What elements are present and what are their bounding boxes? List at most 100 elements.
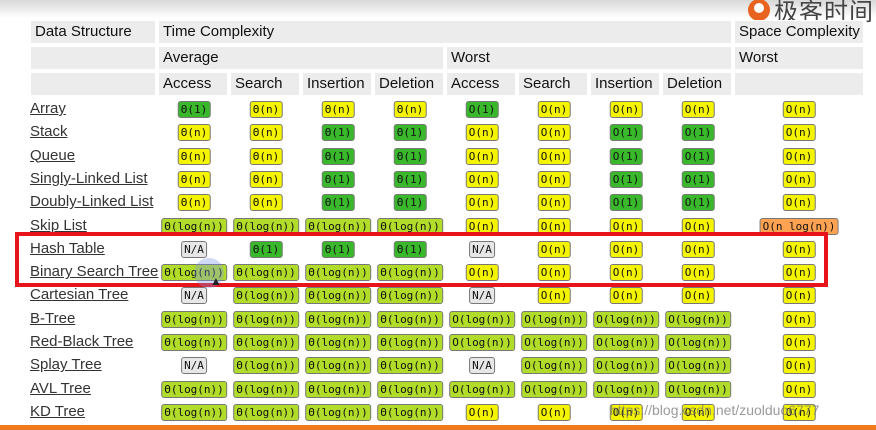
complexity-badge: O(log(n)) xyxy=(665,380,731,398)
complexity-badge: O(n) xyxy=(537,194,571,212)
complexity-badge: O(n) xyxy=(465,403,499,421)
row-name[interactable]: Red-Black Tree xyxy=(30,333,134,350)
complexity-badge: O(log(n)) xyxy=(449,310,515,328)
complexity-badge: O(n) xyxy=(681,264,715,282)
complexity-badge: Θ(log(n)) xyxy=(233,334,299,351)
complexity-badge: Θ(n) xyxy=(177,124,211,142)
complexity-badge: O(log(n)) xyxy=(593,380,659,398)
complexity-badge: Θ(1) xyxy=(321,170,355,188)
complexity-badge: O(n) xyxy=(681,403,715,421)
complexity-badge: Θ(log(n)) xyxy=(233,264,299,282)
complexity-badge: O(log(n)) xyxy=(593,334,659,351)
complexity-badge: O(1) xyxy=(681,194,715,212)
row-name[interactable]: Singly-Linked List xyxy=(30,169,148,187)
complexity-badge: O(1) xyxy=(681,170,715,188)
complexity-badge: Θ(1) xyxy=(393,240,427,258)
complexity-badge: O(n) xyxy=(609,403,643,421)
row-name[interactable]: Stack xyxy=(30,123,68,141)
complexity-badge: O(log(n)) xyxy=(521,334,587,351)
complexity-badge: Θ(n) xyxy=(177,170,211,188)
header-op: Insertion xyxy=(302,72,372,96)
complexity-badge: O(n) xyxy=(609,264,643,282)
complexity-badge: Θ(n) xyxy=(321,101,355,118)
complexity-badge: O(n) xyxy=(465,124,499,142)
complexity-badge: O(n) xyxy=(537,124,571,142)
row-name[interactable]: B-Tree xyxy=(30,309,76,327)
complexity-badge: Θ(n) xyxy=(249,170,283,188)
complexity-badge: Θ(log(n)) xyxy=(233,217,299,235)
complexity-badge: O(log(n)) xyxy=(593,310,659,328)
row-name[interactable]: Binary Search Tree xyxy=(30,263,159,281)
complexity-badge: Θ(1) xyxy=(393,147,427,165)
row-name[interactable]: Splay Tree xyxy=(30,356,102,374)
complexity-badge: O(n) xyxy=(782,264,816,282)
complexity-badge: O(n) xyxy=(465,194,499,212)
complexity-badge: O(n) xyxy=(465,170,499,188)
complexity-badge: Θ(1) xyxy=(321,194,355,212)
row-name[interactable]: Skip List xyxy=(30,216,87,234)
header-op: Access xyxy=(446,72,516,96)
complexity-badge: Θ(log(n)) xyxy=(305,310,371,328)
header-space-worst: Worst xyxy=(734,46,864,70)
complexity-badge: Θ(n) xyxy=(249,124,283,142)
complexity-badge: O(log(n)) xyxy=(665,357,731,375)
complexity-badge: O(n) xyxy=(609,240,643,258)
complexity-badge: Θ(log(n)) xyxy=(161,264,227,282)
complexity-badge: O(n) xyxy=(782,380,816,398)
complexity-badge: N/A xyxy=(181,240,207,258)
header-op: Insertion xyxy=(590,72,660,96)
complexity-badge: O(1) xyxy=(681,124,715,142)
complexity-badge: Θ(log(n)) xyxy=(161,334,227,351)
complexity-badge: O(1) xyxy=(609,170,643,188)
row-name[interactable]: Queue xyxy=(30,146,76,164)
complexity-badge: Θ(log(n)) xyxy=(377,403,443,421)
complexity-badge: O(n) xyxy=(465,264,499,282)
row-name[interactable]: Doubly-Linked List xyxy=(30,193,154,211)
complexity-badge: O(log(n)) xyxy=(665,310,731,328)
complexity-badge: O(n) xyxy=(465,147,499,165)
complexity-badge: O(n) xyxy=(609,287,643,305)
complexity-badge: Θ(log(n)) xyxy=(377,310,443,328)
complexity-badge: O(n) xyxy=(782,334,816,351)
header-empty-cell xyxy=(30,72,156,96)
complexity-badge: Θ(log(n)) xyxy=(233,380,299,398)
complexity-badge: Θ(log(n)) xyxy=(305,380,371,398)
complexity-badge: N/A xyxy=(469,357,495,375)
header-time-complexity: Time Complexity xyxy=(158,20,732,44)
row-name[interactable]: AVL Tree xyxy=(30,379,91,397)
complexity-badge: O(n) xyxy=(782,403,816,421)
row-name[interactable]: Cartesian Tree xyxy=(30,286,129,304)
complexity-badge: Θ(log(n)) xyxy=(161,380,227,398)
complexity-badge: O(n) xyxy=(537,217,571,235)
row-name[interactable]: Array xyxy=(30,100,66,117)
complexity-badge: O(n) xyxy=(681,217,715,235)
complexity-badge: O(n) xyxy=(782,194,816,212)
complexity-badge: O(n) xyxy=(782,310,816,328)
complexity-badge: O(log(n)) xyxy=(521,357,587,375)
complexity-badge: Θ(log(n)) xyxy=(377,334,443,351)
complexity-badge: O(n) xyxy=(537,147,571,165)
top-band xyxy=(0,0,876,18)
header-op: Deletion xyxy=(662,72,732,96)
complexity-badge: O(log(n)) xyxy=(521,310,587,328)
complexity-badge: O(n) xyxy=(782,124,816,142)
complexity-badge: Θ(1) xyxy=(393,124,427,142)
complexity-badge: O(n) xyxy=(609,101,643,118)
complexity-badge: Θ(log(n)) xyxy=(161,403,227,421)
row-name[interactable]: Hash Table xyxy=(30,239,105,257)
header-op: Search xyxy=(518,72,588,96)
complexity-badge: O(n) xyxy=(782,170,816,188)
complexity-badge: O(log(n)) xyxy=(449,380,515,398)
complexity-badge: Θ(1) xyxy=(249,240,283,258)
complexity-badge: Θ(log(n)) xyxy=(233,287,299,305)
complexity-badge: O(1) xyxy=(609,194,643,212)
complexity-badge: Θ(log(n)) xyxy=(305,357,371,375)
complexity-badge: O(log(n)) xyxy=(665,334,731,351)
complexity-badge: N/A xyxy=(181,357,207,375)
complexity-badge: Θ(1) xyxy=(393,194,427,212)
header-op: Deletion xyxy=(374,72,444,96)
complexity-badge: Θ(log(n)) xyxy=(377,380,443,398)
complexity-badge: Θ(1) xyxy=(393,170,427,188)
row-name[interactable]: KD Tree xyxy=(30,402,86,420)
complexity-badge: Θ(log(n)) xyxy=(305,403,371,421)
